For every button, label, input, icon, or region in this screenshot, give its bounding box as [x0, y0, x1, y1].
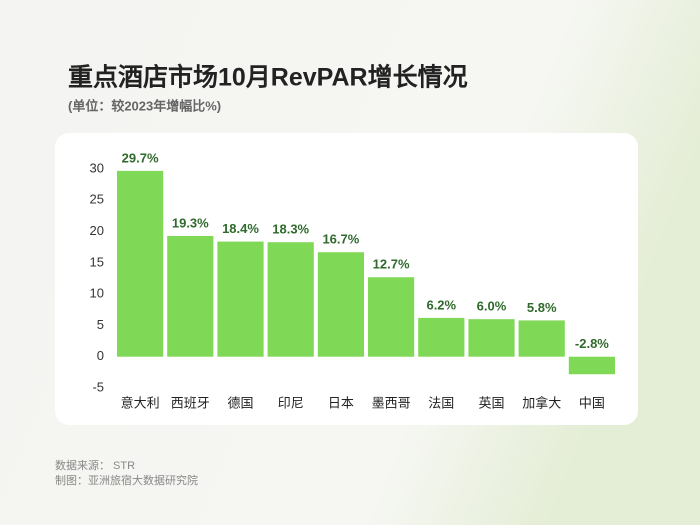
x-tick-label: 法国 — [428, 395, 454, 410]
bar — [217, 241, 264, 357]
y-tick-label: 10 — [90, 286, 104, 301]
value-label: 29.7% — [122, 150, 159, 165]
x-tick-label: 加拿大 — [522, 395, 561, 410]
bar — [418, 317, 465, 357]
bar — [317, 252, 364, 357]
plot-area: -5 0 5 10 15 20 25 30 意大利 29.7% 西班牙 19.3% 德国 18.4% 印尼 1… — [90, 150, 615, 410]
bar — [368, 277, 415, 357]
x-tick-label: 英国 — [478, 395, 504, 410]
value-label: 6.2% — [426, 297, 456, 312]
value-label: 5.8% — [527, 300, 557, 315]
bar — [518, 320, 565, 357]
y-tick-label: -5 — [92, 379, 104, 394]
bar — [117, 170, 164, 357]
source-note: 数据来源： STR — [55, 458, 135, 472]
y-tick-label: 0 — [97, 348, 104, 363]
bar — [267, 242, 314, 357]
chart-subtitle: (单位：较2023年增幅比%) — [68, 98, 221, 113]
value-label: 12.7% — [373, 257, 410, 272]
value-label: 6.0% — [477, 299, 507, 314]
credit-note: 制图：亚洲旅宿大数据研究院 — [55, 473, 198, 487]
x-tick-label: 西班牙 — [171, 395, 210, 410]
value-label: 18.3% — [272, 222, 309, 237]
x-tick-label: 印尼 — [278, 395, 304, 410]
x-tick-label: 墨西哥 — [372, 395, 411, 410]
value-label: 19.3% — [172, 215, 209, 230]
value-label: -2.8% — [575, 336, 609, 351]
bar — [167, 235, 214, 357]
chart-title: 重点酒店市场10月RevPAR增长情况 — [68, 63, 468, 92]
value-label: 18.4% — [222, 221, 259, 236]
y-tick-label: 25 — [90, 192, 104, 207]
bar — [468, 319, 515, 357]
y-tick-label: 30 — [90, 160, 104, 175]
y-tick-label: 15 — [90, 254, 104, 269]
x-tick-label: 意大利 — [121, 395, 160, 410]
value-label: 16.7% — [322, 232, 359, 247]
x-tick-label: 德国 — [227, 395, 253, 410]
x-tick-label: 日本 — [328, 395, 354, 410]
bar — [568, 356, 615, 375]
x-tick-label: 中国 — [579, 395, 605, 410]
y-tick-label: 20 — [90, 223, 104, 238]
y-tick-label: 5 — [97, 317, 104, 332]
